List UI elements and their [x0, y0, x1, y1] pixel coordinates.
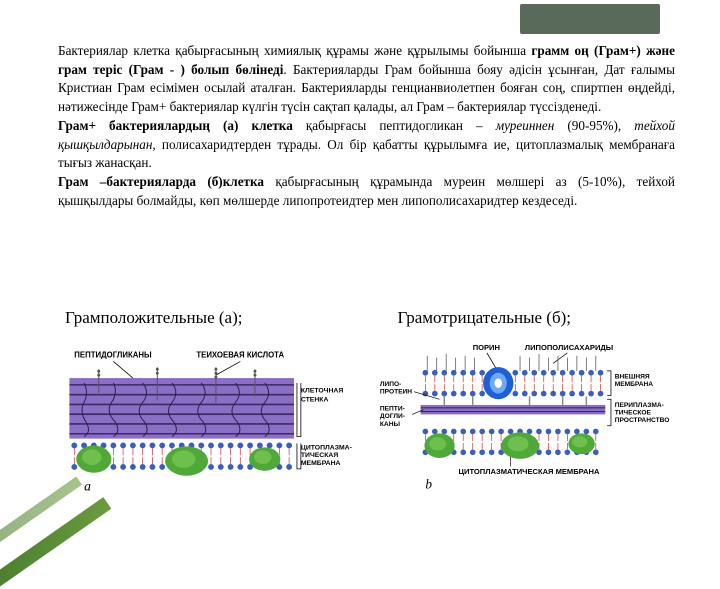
label-cyto-b: ЦИТОПЛАЗМАТИЧЕСКАЯ МЕМБРАНА: [458, 467, 599, 476]
p1-intro: Бактериялар клетка қабырғасының химиялық…: [58, 43, 531, 58]
green-proteins-b: [424, 432, 594, 459]
label-peri-b: ПЕРИПЛАЗМА-ТИЧЕСКОЕПРОСТРАНСТВО: [614, 402, 669, 424]
p2-c: муреиннен: [496, 118, 555, 133]
p2-d: (90-95%),: [554, 118, 634, 133]
p2-b: қабырғасы пептидогликан –: [293, 118, 496, 133]
p3-head: Грам –бактерияларда (б)клетка: [58, 174, 264, 189]
figure-b-col: Грамотрицательные (б); ПОРИН ЛИПОПОЛИСАХ…: [378, 308, 691, 528]
label-outer-b: ВНЕШНЯЯМЕМБРАНА: [614, 373, 653, 388]
lipoprotein: [444, 396, 586, 405]
label-pepti-b: ПЕПТИ-ДОГЛИ-КАНЫ: [379, 406, 404, 428]
label-a-letter: a: [84, 478, 91, 493]
lps-hairs: [427, 354, 596, 371]
figure-b-svg: ПОРИН ЛИПОПОЛИСАХАРИДЫ: [378, 332, 691, 512]
porin: [483, 367, 513, 399]
figure-a-col: Грамположительные (а); ПЕПТИДОГЛИКАНЫ ТЕ…: [45, 308, 358, 528]
label-teih-a: ТЕИХОЕВАЯ КИСЛОТА: [196, 351, 284, 360]
label-pepti-a: ПЕПТИДОГЛИКАНЫ: [74, 351, 152, 360]
label-cyto-a: ЦИТОПЛАЗМА- ТИЧЕСКАЯ МЕМБРАНА: [301, 444, 354, 467]
wall-block-a: [69, 367, 294, 438]
figure-a-svg: ПЕПТИДОГЛИКАНЫ ТЕИХОЕВАЯ КИСЛОТА: [45, 332, 358, 512]
main-text: Бактериялар клетка қабырғасының химиялық…: [58, 42, 675, 211]
p2-head: Грам+ бактериялардың (а) клетка: [58, 118, 293, 133]
figure-area: Грамположительные (а); ПЕПТИДОГЛИКАНЫ ТЕ…: [45, 308, 690, 528]
label-b-letter: b: [425, 476, 432, 491]
label-lipo-b: ЛИПО-ПРОТЕИН: [379, 381, 411, 396]
figure-b-title: Грамотрицательные (б);: [378, 308, 691, 328]
label-porin: ПОРИН: [472, 343, 499, 352]
corner-box: [520, 4, 660, 34]
label-lps: ЛИПОПОЛИСАХАРИДЫ: [524, 343, 612, 352]
label-wall-a: КЛЕТОЧНАЯ СТЕНКА: [301, 388, 345, 404]
thin-pepti: [420, 405, 605, 414]
figure-a-title: Грамположительные (а);: [45, 308, 358, 328]
